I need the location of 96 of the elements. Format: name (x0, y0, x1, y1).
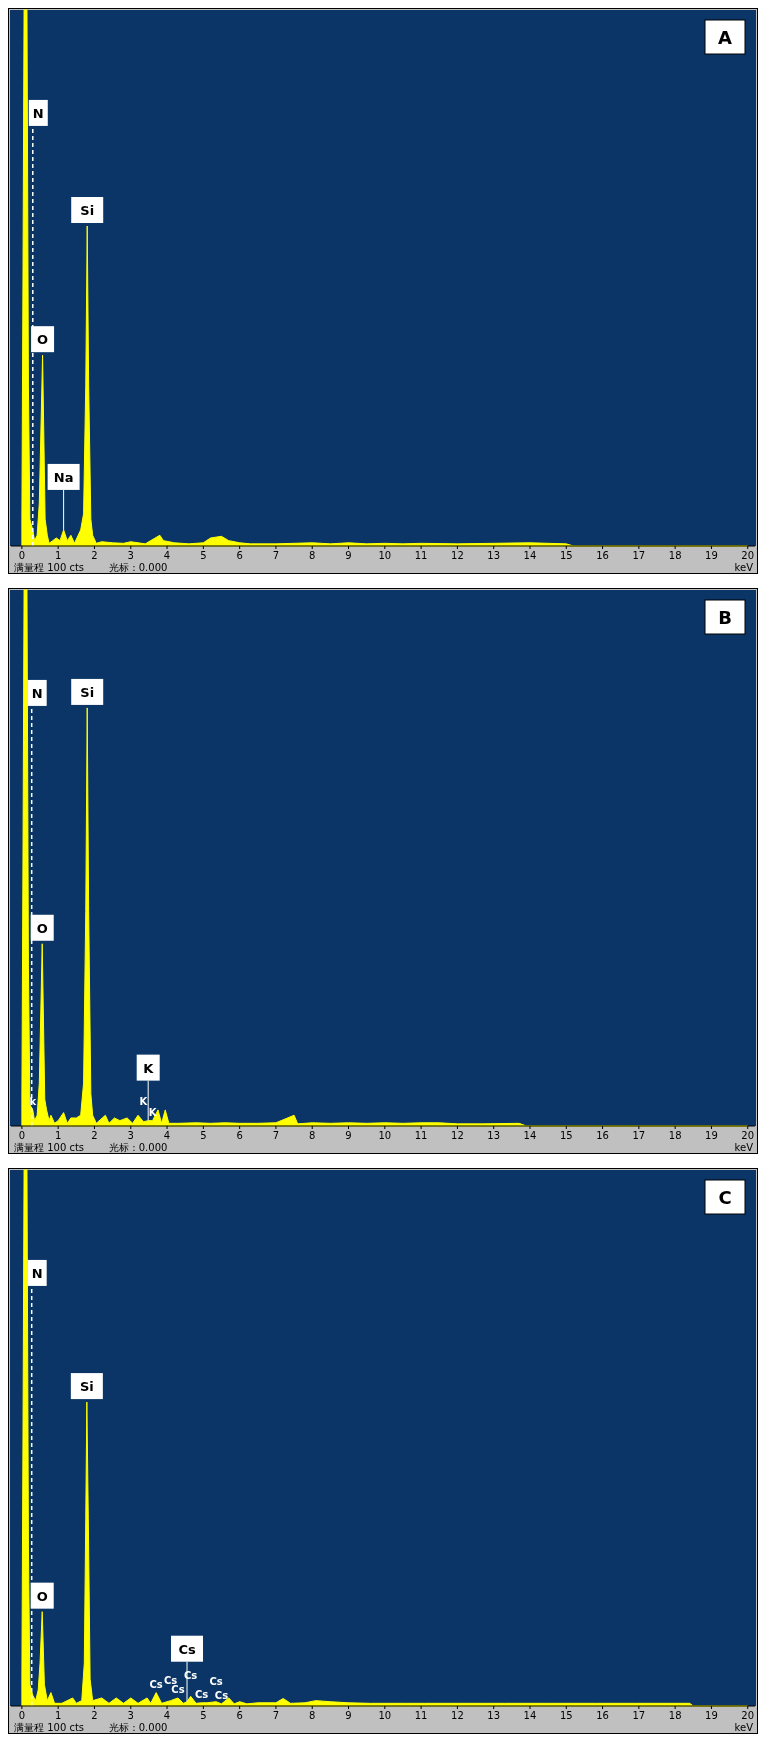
text: 满量程 100 cts (14, 1722, 85, 1733)
annotation: Cs (149, 1678, 163, 1690)
x-tick-label: 0 (18, 1130, 26, 1141)
annotation: O (36, 1588, 48, 1604)
x-tick-label: 17 (632, 550, 646, 561)
x-tick-label: 4 (163, 1130, 171, 1141)
text: A (718, 27, 733, 48)
x-tick-label: 10 (378, 1130, 392, 1141)
text: 光标 : 0.000 (109, 562, 168, 573)
x-tick-label: 10 (378, 1710, 392, 1721)
x-tick-label: 6 (236, 1710, 243, 1721)
text: C (718, 1187, 732, 1208)
x-tick-label: 8 (309, 550, 316, 561)
text: 满量程 100 cts (14, 562, 85, 573)
annotation: Si (80, 684, 95, 700)
x-tick-label: 9 (345, 1130, 352, 1141)
x-axis-title: keV (734, 1722, 754, 1733)
x-tick-label: 11 (414, 1710, 428, 1721)
x-tick-label: 17 (632, 1710, 646, 1721)
text: 满量程 100 cts (14, 1142, 85, 1153)
x-tick-label: 19 (705, 550, 718, 561)
x-axis-title: keV (734, 1142, 754, 1153)
annotation: Cs (164, 1674, 178, 1686)
annotation: Si (80, 203, 95, 219)
x-tick-label: 13 (487, 550, 501, 561)
annotation: Cs (171, 1683, 185, 1695)
x-tick-label: 14 (523, 1710, 537, 1721)
annotation: Cs (214, 1689, 229, 1701)
x-tick-label: 12 (451, 550, 464, 561)
x-tick-label: 9 (345, 550, 352, 561)
x-tick-label: 3 (127, 1710, 134, 1721)
ref-line-label: N (31, 1265, 43, 1281)
x-tick-label: 7 (272, 550, 280, 561)
x-tick-label: 8 (309, 1130, 316, 1141)
annotation: K (139, 1095, 149, 1107)
x-tick-label: 12 (451, 1710, 464, 1721)
x-tick-label: 2 (91, 550, 98, 561)
x-tick-label: 15 (559, 550, 573, 561)
ref-line-label: N (31, 685, 43, 701)
x-tick-label: 19 (705, 1710, 718, 1721)
annotation: Cs (178, 1641, 196, 1657)
x-tick-label: 18 (668, 1130, 682, 1141)
text: 光标 : 0.000 (109, 1722, 168, 1733)
x-tick-label: 20 (741, 1710, 755, 1721)
x-tick-label: 16 (596, 550, 609, 561)
x-tick-label: 2 (91, 1130, 98, 1141)
x-tick-label: 2 (91, 1710, 98, 1721)
x-tick-label: 20 (741, 1130, 755, 1141)
x-tick-label: 7 (272, 1130, 280, 1141)
x-tick-label: 1 (54, 550, 62, 561)
annotation: O (37, 332, 49, 348)
x-tick-label: 0 (18, 550, 26, 561)
x-tick-label: 14 (523, 1130, 537, 1141)
x-tick-label: 5 (200, 550, 207, 561)
text: 光标 : 0.000 (109, 1142, 168, 1153)
annotation: K (148, 1106, 158, 1118)
ref-line-label: N (32, 105, 44, 121)
annotation: Na (53, 469, 74, 485)
x-tick-label: 13 (487, 1710, 501, 1721)
x-tick-label: 15 (559, 1710, 573, 1721)
x-tick-label: 18 (668, 1710, 682, 1721)
annotation: Cs (194, 1688, 209, 1700)
x-tick-label: 18 (668, 550, 682, 561)
x-tick-label: 19 (705, 1130, 718, 1141)
annotation: Cs (209, 1675, 223, 1687)
x-tick-label: 15 (559, 1130, 573, 1141)
annotation: O (36, 920, 48, 936)
x-tick-label: 16 (596, 1130, 609, 1141)
x-tick-label: 5 (200, 1130, 207, 1141)
annotation: Si (79, 1379, 94, 1395)
x-tick-label: 11 (414, 550, 428, 561)
x-tick-label: 3 (127, 1130, 134, 1141)
x-tick-label: 6 (236, 1130, 243, 1141)
x-tick-label: 14 (523, 550, 537, 561)
x-axis-title: keV (734, 562, 754, 573)
annotation: Cs (184, 1670, 198, 1682)
x-tick-label: 9 (345, 1710, 352, 1721)
x-tick-label: 20 (741, 550, 755, 561)
x-tick-label: 10 (378, 550, 392, 561)
x-tick-label: 0 (18, 1710, 26, 1721)
text: B (718, 607, 732, 628)
annotation: K (143, 1060, 155, 1076)
x-tick-label: 7 (272, 1710, 280, 1721)
x-tick-label: 5 (200, 1710, 207, 1721)
x-tick-label: 11 (414, 1130, 428, 1141)
x-tick-label: 16 (596, 1710, 609, 1721)
x-tick-label: 1 (54, 1130, 62, 1141)
x-tick-label: 6 (236, 550, 243, 561)
x-tick-label: 12 (451, 1130, 464, 1141)
x-tick-label: 8 (309, 1710, 316, 1721)
x-tick-label: 4 (163, 1710, 171, 1721)
x-tick-label: 4 (163, 550, 171, 561)
x-tick-label: 1 (54, 1710, 62, 1721)
x-tick-label: 3 (127, 550, 134, 561)
x-tick-label: 17 (632, 1130, 646, 1141)
x-tick-label: 13 (487, 1130, 501, 1141)
